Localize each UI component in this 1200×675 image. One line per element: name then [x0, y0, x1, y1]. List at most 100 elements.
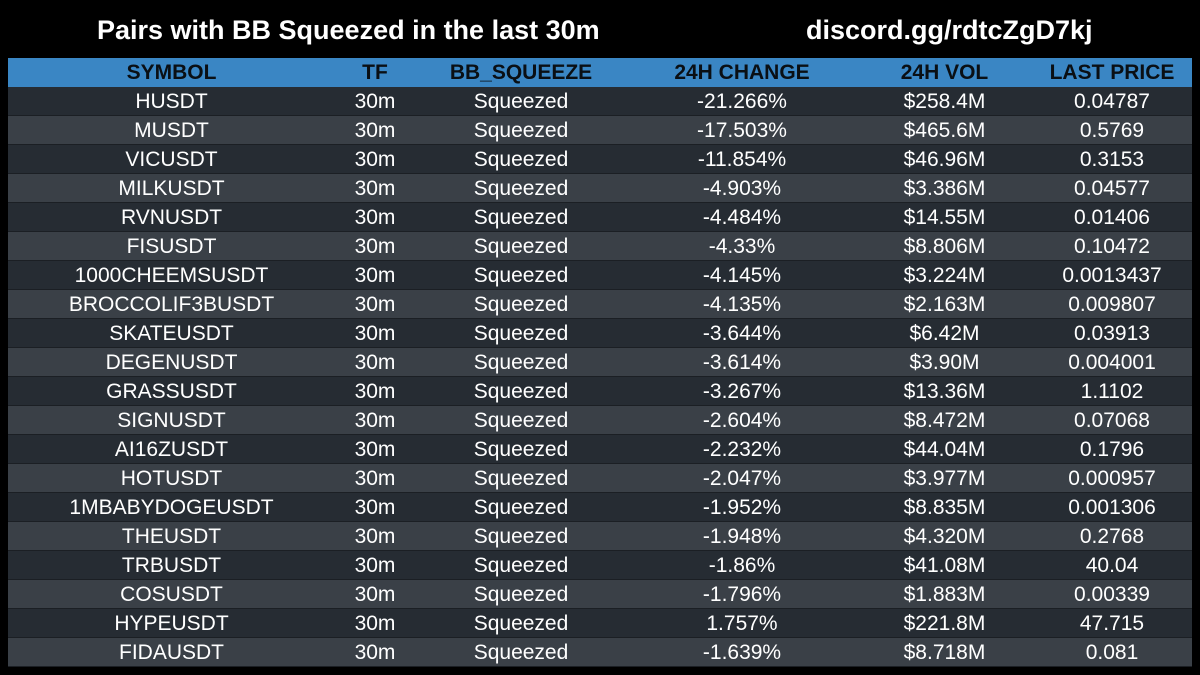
- cell-last-price: 0.1796: [1079, 438, 1145, 461]
- cell-24h-change: -2.232%: [702, 438, 782, 461]
- table-row[interactable]: FIDAUSDT 30m Squeezed -1.639% $8.718M 0.081: [8, 638, 1192, 667]
- table-row[interactable]: DEGENUSDT 30m Squeezed -3.614% $3.90M 0.00400…: [8, 348, 1192, 377]
- cell-symbol: 1MBABYDOGEUSDT: [69, 496, 274, 519]
- table-row[interactable]: HOTUSDT 30m Squeezed -2.047% $3.977M 0.000957: [8, 464, 1192, 493]
- cell-24h-vol: $4.320M: [903, 525, 986, 548]
- cell-24h-vol: $3.224M: [903, 264, 986, 287]
- cell-bb-squeeze: Squeezed: [473, 148, 569, 171]
- cell-24h-change: 1.757%: [706, 612, 778, 635]
- discord-invite-link[interactable]: discord.gg/rdtcZgD7kj: [806, 15, 1093, 45]
- cell-24h-vol: $6.42M: [909, 322, 980, 345]
- column-header-symbol[interactable]: SYMBOL: [126, 61, 217, 84]
- cell-tf: 30m: [354, 148, 396, 171]
- table-row[interactable]: HYPEUSDT 30m Squeezed 1.757% $221.8M 47.715: [8, 609, 1192, 638]
- cell-tf: 30m: [354, 612, 396, 635]
- table-row[interactable]: MILKUSDT 30m Squeezed -4.903% $3.386M 0.04577: [8, 174, 1192, 203]
- cell-24h-change: -4.145%: [702, 264, 782, 287]
- column-header-last-price[interactable]: LAST PRICE: [1049, 61, 1175, 84]
- cell-24h-vol: $465.6M: [903, 119, 986, 142]
- cell-24h-vol: $8.835M: [903, 496, 986, 519]
- cell-24h-change: -3.644%: [702, 322, 782, 345]
- table-header-row: SYMBOL TF BB_SQUEEZE 24H CHANGE 24H VOL …: [8, 58, 1192, 87]
- table-row[interactable]: FISUSDT 30m Squeezed -4.33% $8.806M 0.10472: [8, 232, 1192, 261]
- cell-bb-squeeze: Squeezed: [473, 641, 569, 664]
- table-row[interactable]: BROCCOLIF3BUSDT 30m Squeezed -4.135% $2.163M…: [8, 290, 1192, 319]
- cell-tf: 30m: [354, 467, 396, 490]
- cell-24h-vol: $13.36M: [903, 380, 986, 403]
- table-row[interactable]: RVNUSDT 30m Squeezed -4.484% $14.55M 0.01406: [8, 203, 1192, 232]
- table-row[interactable]: AI16ZUSDT 30m Squeezed -2.232% $44.04M 0.1796: [8, 435, 1192, 464]
- cell-symbol: MUSDT: [134, 119, 209, 142]
- cell-symbol: DEGENUSDT: [105, 351, 238, 374]
- column-header-24h-vol[interactable]: 24H VOL: [900, 61, 989, 84]
- cell-24h-change: -1.948%: [702, 525, 782, 548]
- cell-24h-change: -4.484%: [702, 206, 782, 229]
- column-header-24h-change[interactable]: 24H CHANGE: [674, 61, 810, 84]
- cell-last-price: 0.001306: [1068, 496, 1156, 519]
- cell-bb-squeeze: Squeezed: [473, 264, 569, 287]
- table-row[interactable]: 1MBABYDOGEUSDT 30m Squeezed -1.952% $8.835M 0…: [8, 493, 1192, 522]
- table-row[interactable]: HUSDT 30m Squeezed -21.266% $258.4M 0.04787: [8, 87, 1192, 116]
- cell-24h-change: -4.33%: [708, 235, 776, 258]
- table-body: HUSDT 30m Squeezed -21.266% $258.4M 0.04787 MU…: [8, 87, 1192, 667]
- cell-tf: 30m: [354, 206, 396, 229]
- cell-symbol: FIDAUSDT: [119, 641, 224, 664]
- cell-symbol: SKATEUSDT: [109, 322, 234, 345]
- cell-tf: 30m: [354, 554, 396, 577]
- cell-bb-squeeze: Squeezed: [473, 583, 569, 606]
- cell-symbol: TRBUSDT: [121, 554, 222, 577]
- table-row[interactable]: THEUSDT 30m Squeezed -1.948% $4.320M 0.2768: [8, 522, 1192, 551]
- cell-last-price: 0.5769: [1079, 119, 1145, 142]
- cell-24h-change: -3.614%: [702, 351, 782, 374]
- cell-24h-vol: $3.977M: [903, 467, 986, 490]
- cell-24h-change: -17.503%: [697, 119, 787, 142]
- cell-bb-squeeze: Squeezed: [473, 322, 569, 345]
- cell-tf: 30m: [354, 119, 396, 142]
- cell-bb-squeeze: Squeezed: [473, 206, 569, 229]
- table-row[interactable]: GRASSUSDT 30m Squeezed -3.267% $13.36M 1.1102: [8, 377, 1192, 406]
- column-header-tf[interactable]: TF: [362, 61, 388, 84]
- cell-24h-change: -4.903%: [702, 177, 782, 200]
- table-row[interactable]: TRBUSDT 30m Squeezed -1.86% $41.08M 40.04: [8, 551, 1192, 580]
- table-row[interactable]: COSUSDT 30m Squeezed -1.796% $1.883M 0.00339: [8, 580, 1192, 609]
- cell-24h-change: -3.267%: [702, 380, 782, 403]
- cell-symbol: THEUSDT: [121, 525, 222, 548]
- table-row[interactable]: SKATEUSDT 30m Squeezed -3.644% $6.42M 0.03913: [8, 319, 1192, 348]
- cell-last-price: 0.10472: [1074, 235, 1150, 258]
- table-row[interactable]: SIGNUSDT 30m Squeezed -2.604% $8.472M 0.07068: [8, 406, 1192, 435]
- cell-symbol: 1000CHEEMSUSDT: [74, 264, 269, 287]
- cell-last-price: 0.04787: [1074, 90, 1150, 113]
- cell-last-price: 0.00339: [1074, 583, 1150, 606]
- cell-tf: 30m: [354, 641, 396, 664]
- cell-last-price: 0.000957: [1068, 467, 1156, 490]
- cell-tf: 30m: [354, 525, 396, 548]
- cell-24h-vol: $44.04M: [903, 438, 986, 461]
- cell-24h-change: -2.604%: [702, 409, 782, 432]
- cell-symbol: COSUSDT: [120, 583, 223, 606]
- cell-bb-squeeze: Squeezed: [473, 235, 569, 258]
- cell-symbol: HUSDT: [135, 90, 208, 113]
- cell-tf: 30m: [354, 351, 396, 374]
- cell-tf: 30m: [354, 293, 396, 316]
- cell-tf: 30m: [354, 90, 396, 113]
- column-header-bb-squeeze[interactable]: BB_SQUEEZE: [449, 61, 593, 84]
- cell-bb-squeeze: Squeezed: [473, 177, 569, 200]
- cell-bb-squeeze: Squeezed: [473, 90, 569, 113]
- cell-last-price: 0.03913: [1074, 322, 1150, 345]
- cell-tf: 30m: [354, 177, 396, 200]
- cell-last-price: 0.01406: [1074, 206, 1150, 229]
- cell-last-price: 1.1102: [1080, 380, 1144, 403]
- cell-24h-vol: $221.8M: [903, 612, 986, 635]
- cell-24h-change: -2.047%: [702, 467, 782, 490]
- cell-tf: 30m: [354, 322, 396, 345]
- cell-24h-change: -1.639%: [702, 641, 782, 664]
- cell-symbol: RVNUSDT: [120, 206, 223, 229]
- cell-bb-squeeze: Squeezed: [473, 119, 569, 142]
- table-row[interactable]: 1000CHEEMSUSDT 30m Squeezed -4.145% $3.224M 0…: [8, 261, 1192, 290]
- table-row[interactable]: MUSDT 30m Squeezed -17.503% $465.6M 0.5769: [8, 116, 1192, 145]
- cell-last-price: 0.0013437: [1062, 264, 1162, 287]
- table-row[interactable]: VICUSDT 30m Squeezed -11.854% $46.96M 0.3153: [8, 145, 1192, 174]
- cell-tf: 30m: [354, 409, 396, 432]
- cell-bb-squeeze: Squeezed: [473, 467, 569, 490]
